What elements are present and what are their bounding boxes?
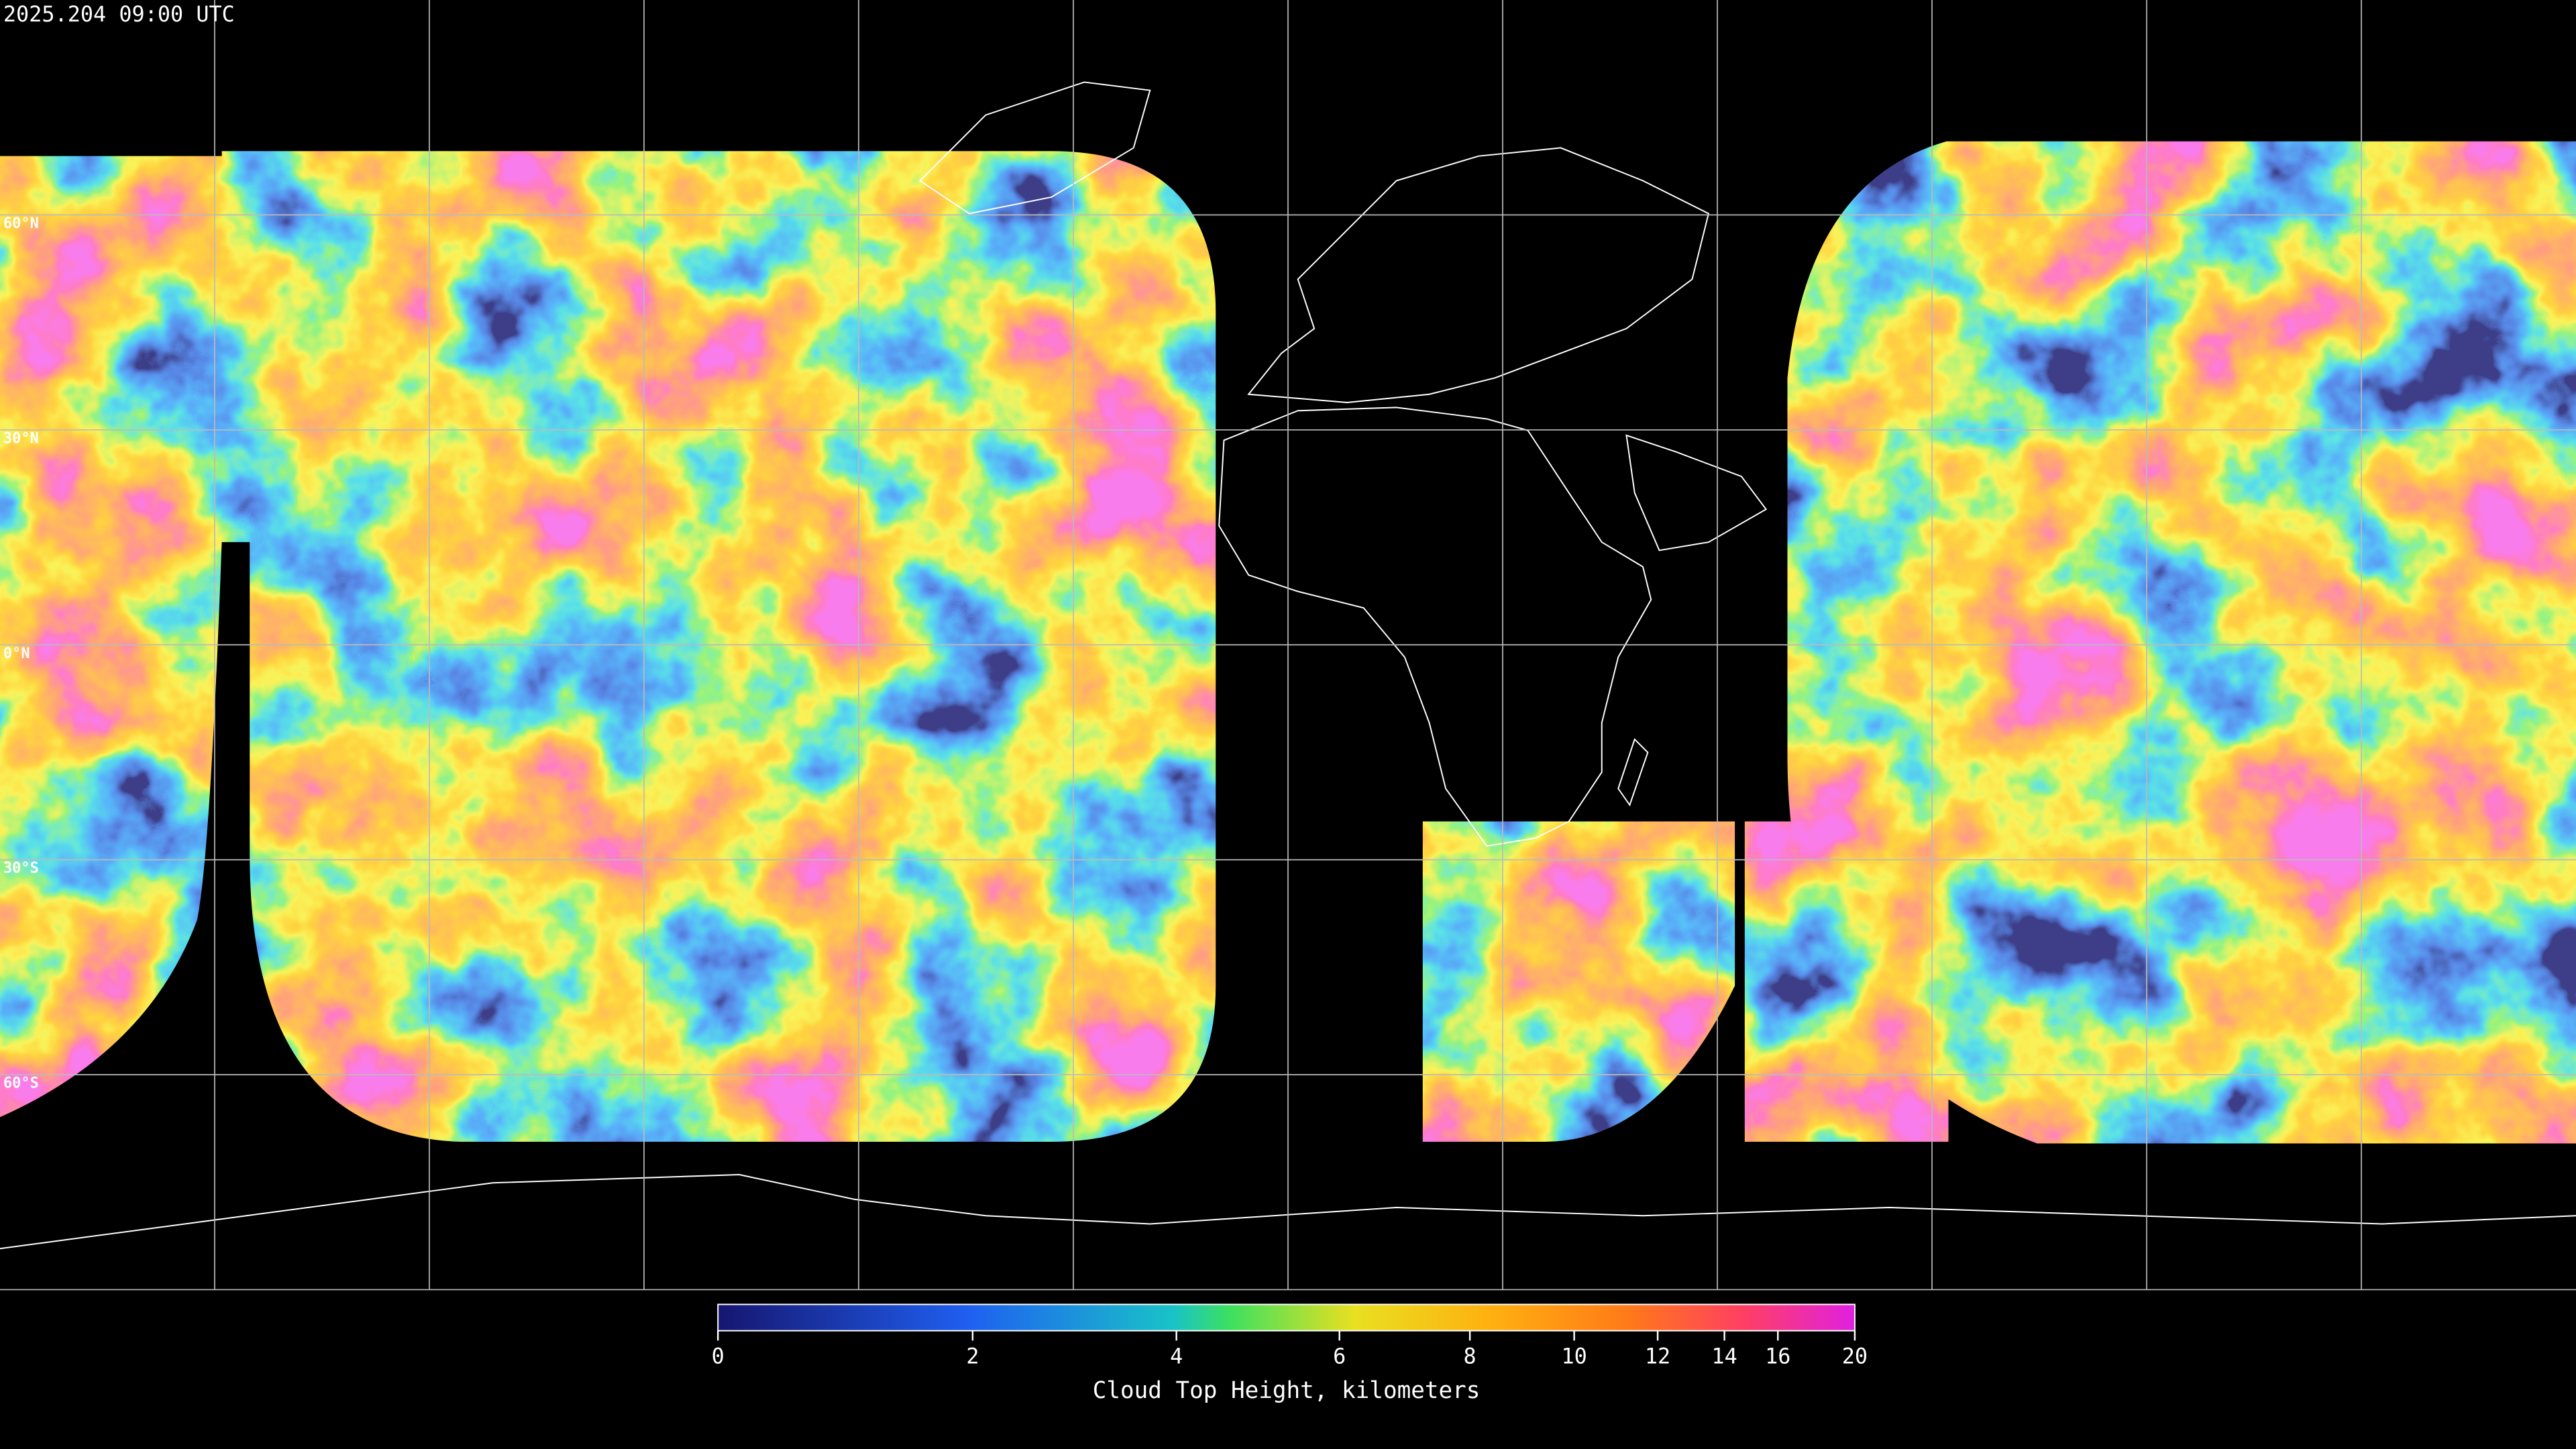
latitude-label: 60°S <box>3 1075 39 1092</box>
latitude-label: 30°S <box>3 860 39 877</box>
colorbar-tick-label: 0 <box>712 1344 724 1369</box>
latitude-label: 60°N <box>3 215 39 232</box>
colorbar-ticks: 0 2 4 6 8 10 12 14 16 20 <box>712 1303 1868 1369</box>
colorbar-tick-label: 8 <box>1464 1344 1477 1369</box>
arabia-outline <box>1625 434 1768 551</box>
colorbar-tick-label: 14 <box>1711 1344 1737 1369</box>
colorbar-tick-label: 20 <box>1842 1344 1868 1369</box>
coastlines <box>0 81 2576 1250</box>
madagascar-outline <box>1617 738 1649 807</box>
colorbar-tick-label: 4 <box>1170 1344 1183 1369</box>
greenland-outline <box>918 81 1151 215</box>
colorbar-label: Cloud Top Height, kilometers <box>1093 1377 1481 1404</box>
graticule <box>0 0 2576 1291</box>
timestamp: 2025.204 09:00 UTC <box>3 1 235 27</box>
latitude-label: 0°N <box>3 645 30 662</box>
colorbar-tick-label: 6 <box>1333 1344 1346 1369</box>
colorbar-tick-label: 10 <box>1561 1344 1587 1369</box>
africa-outline <box>1218 407 1652 847</box>
colorbar-tick-label: 2 <box>966 1344 979 1369</box>
colorbar-frame <box>717 1303 1856 1332</box>
colorbar-tick-label: 12 <box>1645 1344 1670 1369</box>
colorbar-tick-label: 16 <box>1765 1344 1790 1369</box>
colorbar <box>718 1304 1855 1331</box>
latitude-labels: 60°N 30°N 0°N 30°S 60°S <box>3 215 39 1092</box>
antarctica-outline <box>0 1174 2576 1250</box>
europe-outline <box>1247 147 1710 403</box>
latitude-label: 30°N <box>3 430 39 447</box>
